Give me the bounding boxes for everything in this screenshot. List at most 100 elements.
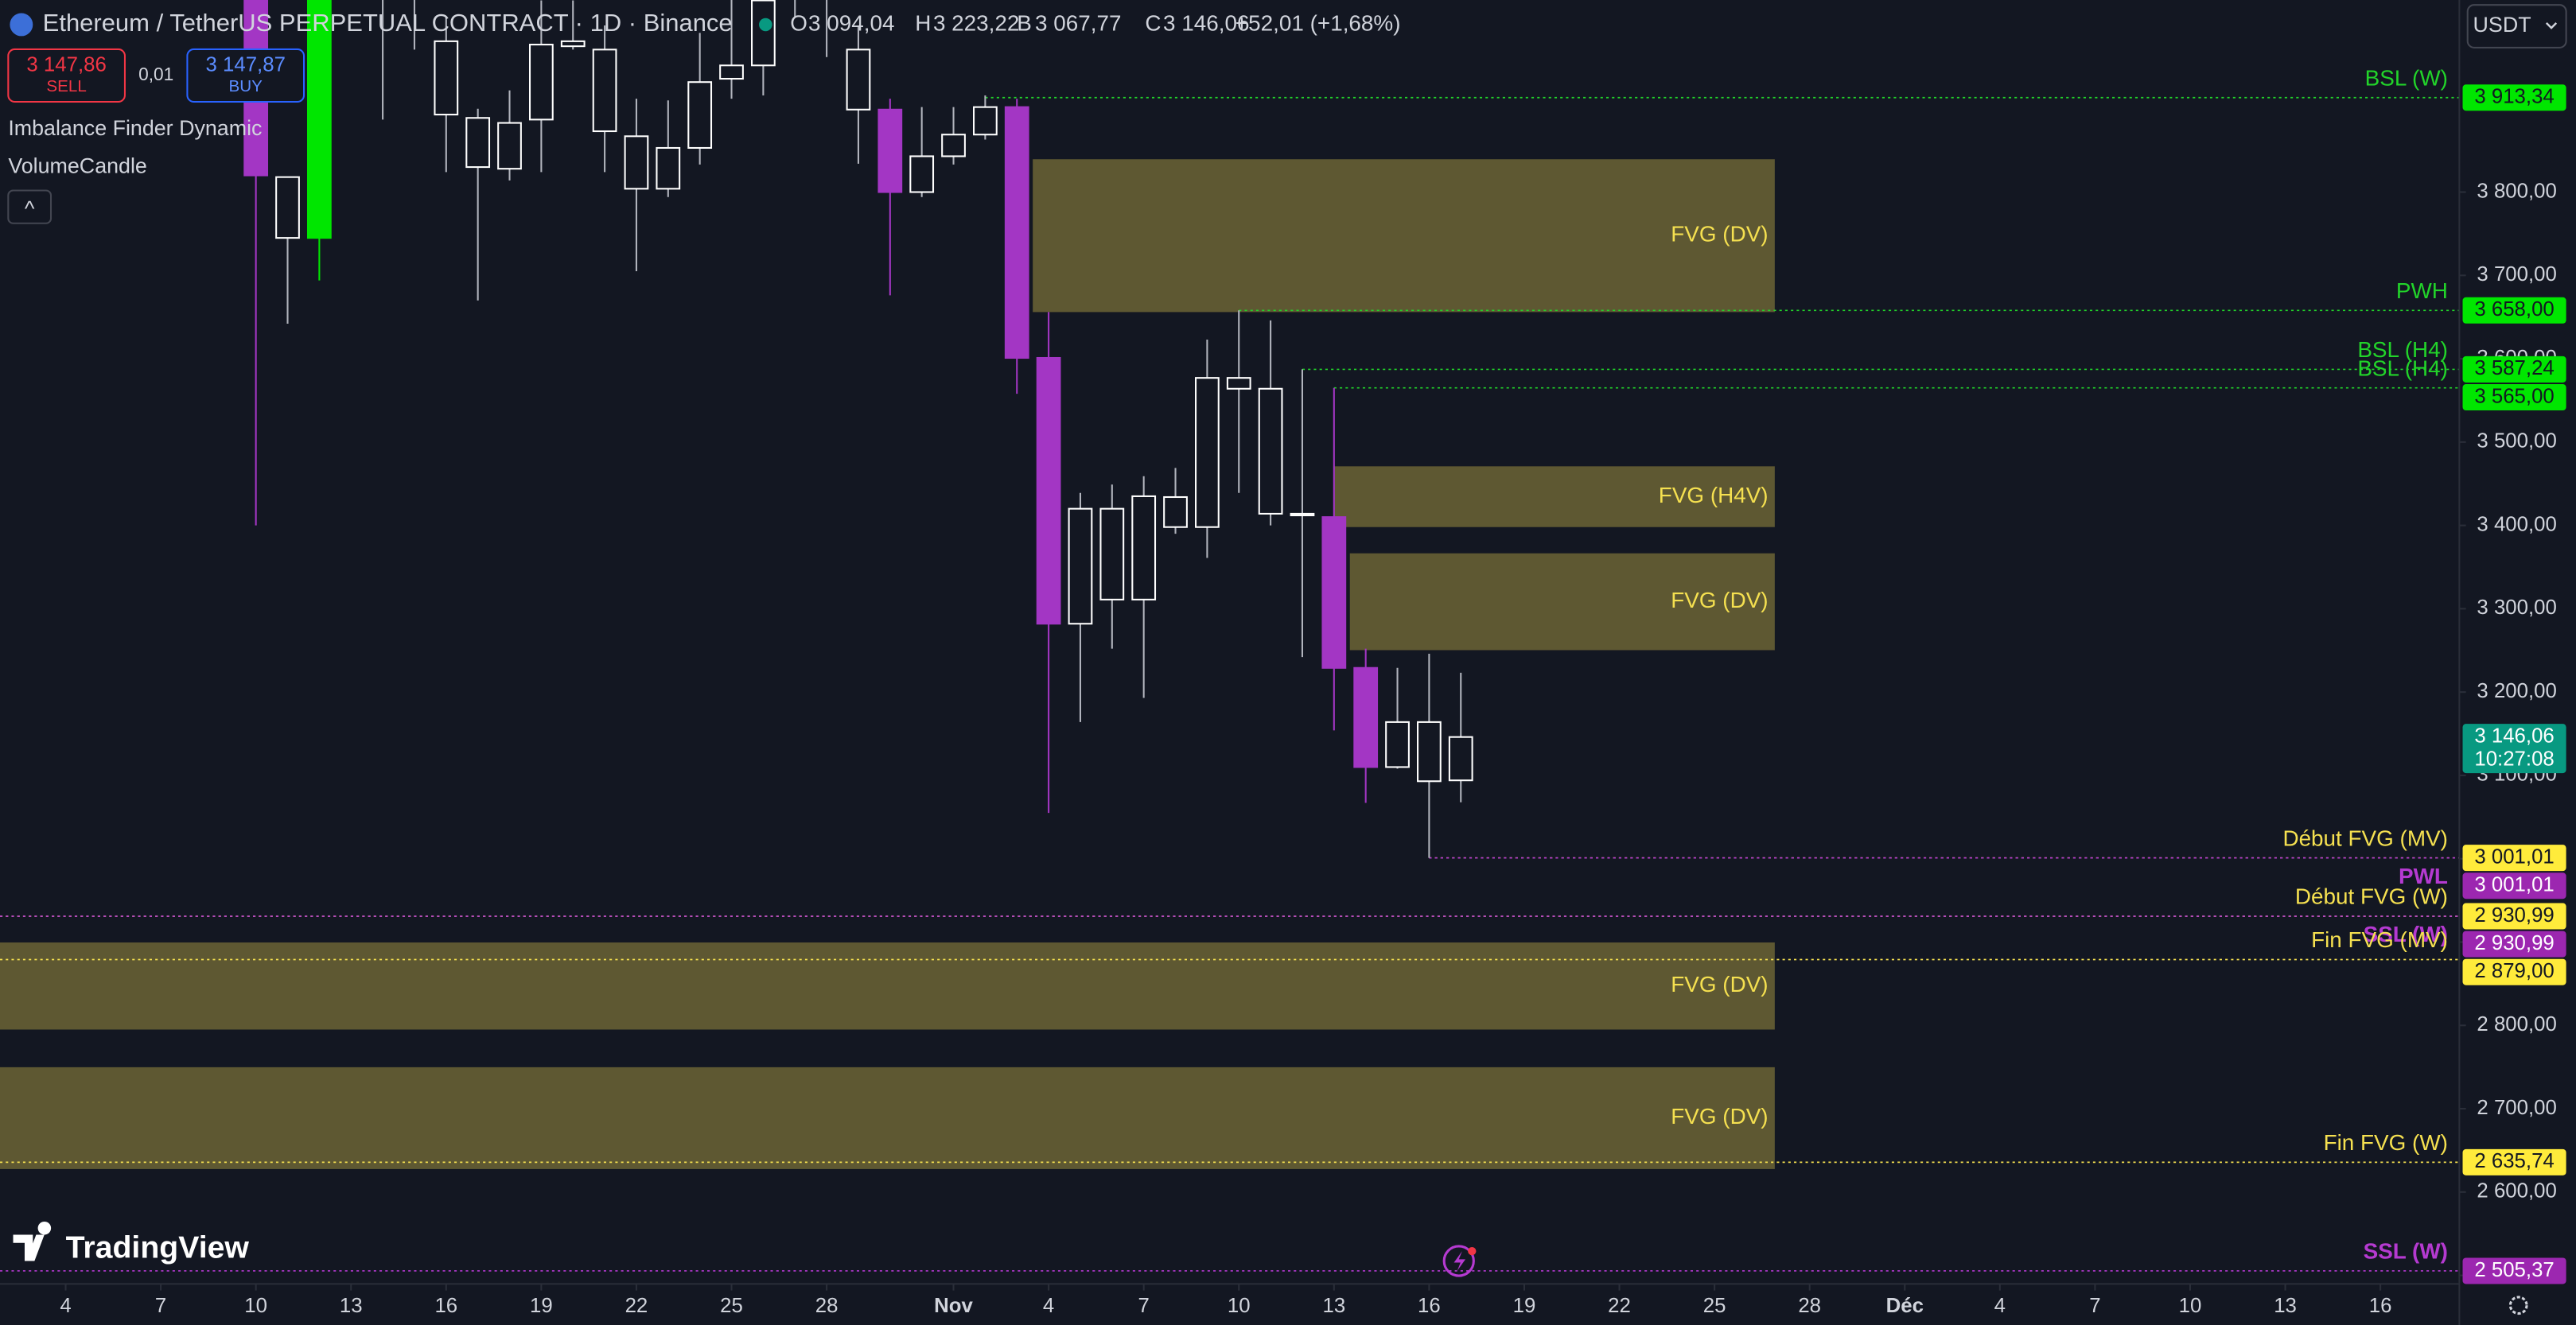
x-tick-label: 4 xyxy=(60,1295,71,1317)
candle-body xyxy=(1004,106,1029,359)
currency-select[interactable] xyxy=(2466,4,2567,49)
zones: FVG (DV) FVG (H4V) FVG (DV) FVG (DV) FVG (DV… xyxy=(0,159,1775,1169)
symbol-title[interactable]: Ethereum / TetherUS PERPETUAL CONTRACT ·… xyxy=(43,9,733,37)
level-label: BSL (W) xyxy=(2365,65,2448,90)
candle-body xyxy=(941,134,966,157)
candle-body xyxy=(434,40,459,116)
x-tick-label: 13 xyxy=(340,1295,363,1317)
price-tag-label: 3 565,00 xyxy=(2474,385,2554,407)
candle-body xyxy=(1321,516,1347,669)
level-label: Début FVG (W) xyxy=(2295,884,2448,909)
buy-price[interactable]: 3 147,87 xyxy=(206,53,286,76)
fvg-label: FVG (DV) xyxy=(1671,222,1768,247)
fvg-label: FVG (H4V) xyxy=(1659,483,1769,507)
x-tick-label: 10 xyxy=(2179,1295,2202,1317)
last-price-label: 3 146,06 xyxy=(2474,725,2554,747)
x-tick-label: 22 xyxy=(625,1295,648,1317)
indicator-name[interactable]: VolumeCandle xyxy=(8,154,147,178)
price-tag xyxy=(2462,872,2566,900)
market-status xyxy=(759,17,772,32)
sell-button[interactable] xyxy=(7,48,126,103)
candle-body xyxy=(1417,721,1442,783)
spread: 0,01 xyxy=(138,64,173,84)
fvg-zone xyxy=(0,942,1775,1030)
candle-body xyxy=(1226,377,1251,390)
y-tick-label: 3 800,00 xyxy=(2477,180,2556,202)
price-tag-label: 2 930,99 xyxy=(2474,932,2554,954)
x-tick-label: 13 xyxy=(2274,1295,2297,1317)
alert-badge xyxy=(1468,1246,1477,1256)
chevron[interactable] xyxy=(2545,22,2558,29)
candle-body xyxy=(750,0,776,67)
price-tag xyxy=(2462,384,2566,411)
candle-body xyxy=(719,64,744,80)
settings-icon[interactable] xyxy=(2508,1296,2528,1315)
buy-button[interactable] xyxy=(186,48,305,103)
buy-label[interactable]: BUY xyxy=(229,77,263,95)
level-label: PWL xyxy=(2399,864,2448,888)
candle-body xyxy=(846,49,871,111)
ohlc-value: 3 146,06 xyxy=(1163,10,1249,35)
price-tag-label: 3 658,00 xyxy=(2474,298,2554,321)
fvg-label: FVG (DV) xyxy=(1671,972,1768,997)
y-tick-label: 2 800,00 xyxy=(2477,1013,2556,1036)
price-tag xyxy=(2462,1257,2566,1284)
candle-body xyxy=(877,108,903,193)
plot-area: FVG (DV) FVG (H4V) FVG (DV) FVG (DV) FVG (DV… xyxy=(0,0,2460,1272)
candle-body xyxy=(306,0,332,239)
price-tag xyxy=(2462,84,2566,111)
indicator-name[interactable]: Imbalance Finder Dynamic xyxy=(8,116,262,140)
candle-body xyxy=(1195,377,1220,528)
fvg-label: FVG (DV) xyxy=(1671,588,1768,612)
logo-text: TradingView xyxy=(66,1230,250,1265)
candle-body xyxy=(1099,507,1125,600)
candle-body xyxy=(1036,356,1061,625)
x-tick-label: 19 xyxy=(1513,1295,1536,1317)
x-tick-label: 10 xyxy=(244,1295,267,1317)
alert-bolt[interactable] xyxy=(1453,1251,1466,1271)
x-tick-label: 16 xyxy=(434,1295,457,1317)
level-label: SSL (W) xyxy=(2364,1239,2448,1264)
currency-label[interactable]: USDT xyxy=(2473,13,2531,37)
price-tags: 3 913,34 3 658,00 3 587,24 3 565,00 3 001,01… xyxy=(2462,84,2566,1284)
y-tick-label: 3 500,00 xyxy=(2477,430,2556,453)
y-tick-label: 3 300,00 xyxy=(2477,596,2556,619)
price-tag-label: 2 635,74 xyxy=(2474,1150,2554,1172)
fvg-zone xyxy=(0,1067,1775,1169)
collapse-button[interactable] xyxy=(7,189,53,224)
x-tick-label: 4 xyxy=(1043,1295,1054,1317)
candles xyxy=(243,0,1473,858)
price-tag-label: 2 879,00 xyxy=(2474,960,2554,982)
ohlc-key: O xyxy=(790,10,807,35)
price-tag xyxy=(2462,958,2566,985)
x-tick-label: 4 xyxy=(1994,1295,2006,1317)
level-label: PWH xyxy=(2396,278,2448,303)
candle-body xyxy=(1068,507,1093,625)
level-label: BSL (H4) xyxy=(2357,356,2448,380)
sell-label[interactable]: SELL xyxy=(46,77,86,95)
sell-price[interactable]: 3 147,86 xyxy=(26,53,106,76)
candle-body xyxy=(1131,495,1157,600)
alert-icon[interactable] xyxy=(1442,1245,1475,1277)
level-label: Fin FVG (MV) xyxy=(2311,927,2448,952)
last-price-tag xyxy=(2462,724,2566,774)
y-tick-label: 3 700,00 xyxy=(2477,263,2556,286)
price-tag-label: 2 930,99 xyxy=(2474,904,2554,927)
countdown: 10:27:08 xyxy=(2474,748,2554,770)
level-label: SSL (W) xyxy=(2364,922,2448,946)
x-tick-label: 25 xyxy=(1703,1295,1726,1317)
x-tick-label: 16 xyxy=(1418,1295,1441,1317)
price-tag xyxy=(2462,903,2566,930)
ohlc-value: 3 067,77 xyxy=(1035,10,1121,35)
collapse-icon[interactable]: ^ xyxy=(25,196,35,220)
x-tick-label: 16 xyxy=(2369,1295,2392,1317)
price-tag-label: 3 001,01 xyxy=(2474,874,2554,896)
price-tag xyxy=(2462,845,2566,872)
x-tick-label: 7 xyxy=(2089,1295,2100,1317)
x-tick-label: 19 xyxy=(530,1295,553,1317)
symbol-icon[interactable] xyxy=(10,13,33,37)
x-tick-label: Nov xyxy=(934,1295,973,1317)
candle-body xyxy=(1448,736,1473,782)
x-tick-label: 28 xyxy=(815,1295,839,1317)
